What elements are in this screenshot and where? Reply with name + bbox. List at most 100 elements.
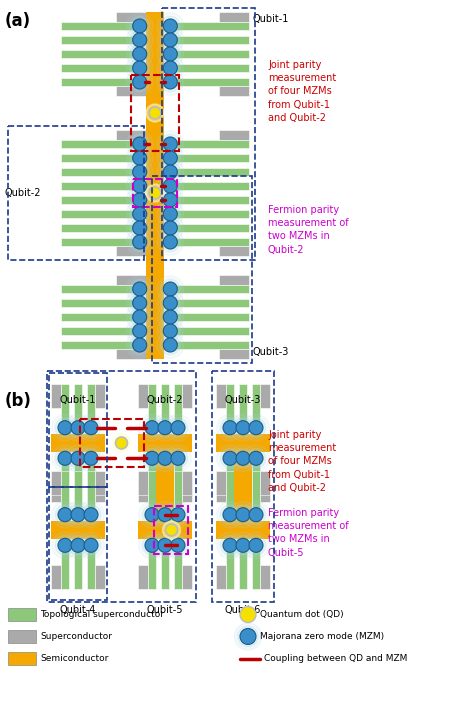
Bar xyxy=(95,384,105,408)
Circle shape xyxy=(161,58,180,78)
Bar xyxy=(61,285,146,293)
Circle shape xyxy=(161,16,180,36)
Circle shape xyxy=(161,307,180,327)
Bar xyxy=(138,384,148,408)
Bar xyxy=(162,8,255,260)
Bar xyxy=(164,285,249,293)
Circle shape xyxy=(84,538,98,552)
Circle shape xyxy=(133,324,146,338)
Text: Semiconductor: Semiconductor xyxy=(40,654,109,663)
Bar xyxy=(182,565,192,589)
Circle shape xyxy=(130,16,149,36)
Circle shape xyxy=(71,538,85,552)
Circle shape xyxy=(164,165,177,179)
Circle shape xyxy=(220,505,240,525)
Circle shape xyxy=(157,290,183,316)
Circle shape xyxy=(236,420,250,435)
Bar xyxy=(8,126,144,260)
Bar xyxy=(164,168,249,176)
Bar xyxy=(138,565,148,589)
Bar xyxy=(138,521,192,539)
Circle shape xyxy=(246,536,266,555)
Text: Fermion parity
measurement of
two MZMs in
Qubit-2: Fermion parity measurement of two MZMs i… xyxy=(268,205,348,255)
Circle shape xyxy=(142,448,162,468)
Bar xyxy=(182,471,192,495)
Circle shape xyxy=(78,445,104,472)
Circle shape xyxy=(164,445,191,472)
Circle shape xyxy=(157,187,183,213)
Bar xyxy=(131,75,179,151)
Circle shape xyxy=(133,207,146,221)
Circle shape xyxy=(84,451,98,465)
Circle shape xyxy=(68,536,88,555)
Circle shape xyxy=(139,532,165,558)
Circle shape xyxy=(142,505,162,525)
Text: Qubit-1: Qubit-1 xyxy=(253,14,289,24)
Text: Qubit-6: Qubit-6 xyxy=(225,605,261,615)
Bar xyxy=(49,373,107,486)
Bar xyxy=(164,327,249,335)
Circle shape xyxy=(152,415,178,441)
Bar xyxy=(74,384,82,434)
Bar xyxy=(161,384,169,434)
Circle shape xyxy=(130,293,149,312)
Circle shape xyxy=(133,19,146,33)
Bar xyxy=(61,341,146,349)
Bar xyxy=(148,452,156,502)
Bar xyxy=(116,86,146,96)
Bar xyxy=(61,224,146,232)
Circle shape xyxy=(127,173,153,199)
Circle shape xyxy=(133,75,146,89)
Bar xyxy=(260,478,270,502)
Circle shape xyxy=(223,420,237,435)
Bar xyxy=(61,50,146,58)
Circle shape xyxy=(243,415,269,441)
Circle shape xyxy=(58,420,72,435)
Bar xyxy=(87,539,95,589)
Circle shape xyxy=(236,508,250,522)
Bar xyxy=(87,471,95,521)
Bar xyxy=(161,452,169,502)
Circle shape xyxy=(145,508,159,522)
Circle shape xyxy=(133,165,146,179)
Circle shape xyxy=(71,508,85,522)
Bar xyxy=(164,64,249,72)
Bar xyxy=(51,471,61,495)
Bar xyxy=(216,521,270,539)
Circle shape xyxy=(78,532,104,558)
Circle shape xyxy=(161,148,180,168)
Circle shape xyxy=(133,296,146,310)
Circle shape xyxy=(127,187,153,213)
Bar xyxy=(61,78,146,86)
Circle shape xyxy=(149,187,161,199)
Circle shape xyxy=(171,508,185,522)
Bar xyxy=(61,36,146,44)
Circle shape xyxy=(78,501,104,528)
Circle shape xyxy=(164,207,177,221)
Circle shape xyxy=(164,415,191,441)
Circle shape xyxy=(164,137,177,151)
Circle shape xyxy=(142,536,162,555)
Circle shape xyxy=(127,55,153,82)
Circle shape xyxy=(157,214,183,241)
Circle shape xyxy=(157,131,183,157)
Circle shape xyxy=(133,47,146,61)
Circle shape xyxy=(217,501,243,528)
Circle shape xyxy=(171,420,185,435)
Bar xyxy=(216,471,226,495)
Circle shape xyxy=(130,190,149,209)
Bar xyxy=(226,471,234,521)
Circle shape xyxy=(68,505,88,525)
Bar xyxy=(164,210,249,218)
Circle shape xyxy=(161,30,180,50)
Bar xyxy=(47,371,196,602)
Circle shape xyxy=(161,72,180,92)
Bar xyxy=(164,182,249,190)
Circle shape xyxy=(157,332,183,358)
Text: Joint parity
measurement
of four MZMs
from Qubit-1
and Qubit-2: Joint parity measurement of four MZMs fr… xyxy=(268,60,336,123)
Circle shape xyxy=(157,13,183,39)
Circle shape xyxy=(246,505,266,525)
Circle shape xyxy=(133,282,146,296)
Circle shape xyxy=(55,505,75,525)
Bar xyxy=(51,565,61,589)
